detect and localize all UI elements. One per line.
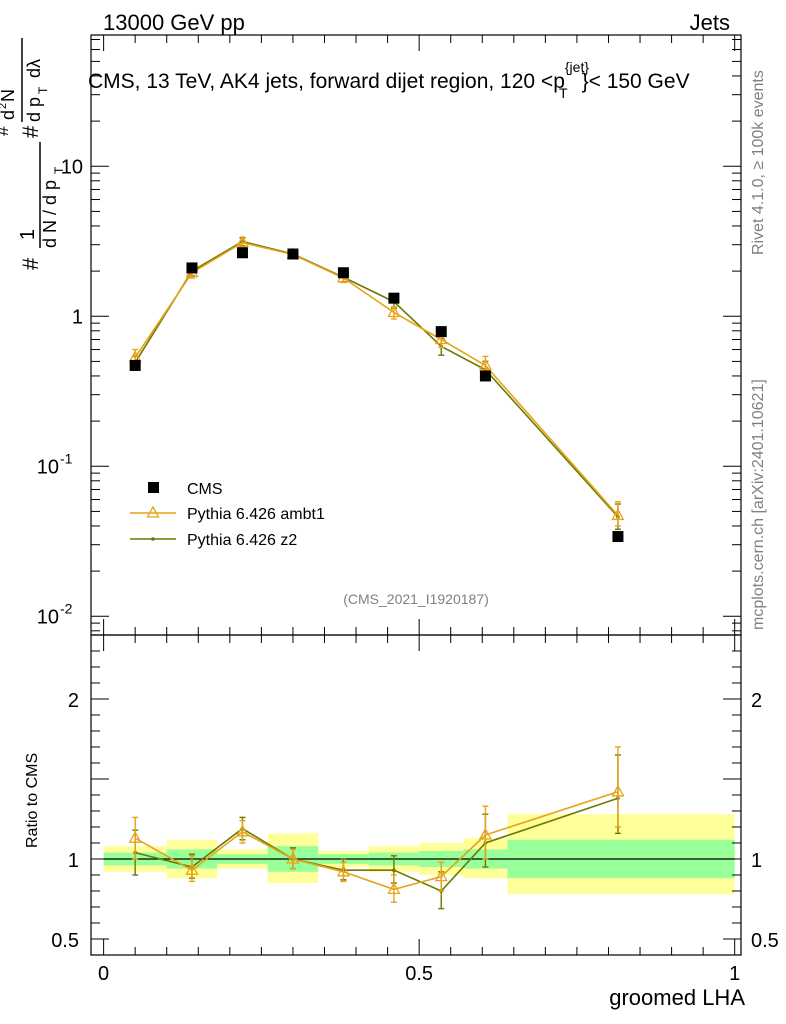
x-tick-label: 0 xyxy=(98,963,109,985)
x-axis-label: groomed LHA xyxy=(609,985,745,1010)
main-ambt1-point xyxy=(611,508,625,521)
ratio-ambt1-point xyxy=(611,784,625,797)
header-left-title: 13000 GeV pp xyxy=(103,10,245,35)
legend-z2-marker xyxy=(151,537,155,541)
cms-data-point xyxy=(129,359,141,371)
ratio-y-tick-label: 2 xyxy=(68,690,79,712)
legend-label-0: CMS xyxy=(187,481,223,498)
main-ylabel-hash2: # xyxy=(18,125,43,138)
cms-data-point xyxy=(236,247,248,259)
ratio-ambt1-point xyxy=(434,869,448,882)
plot-title: CMS, 13 TeV, AK4 jets, forward dijet reg… xyxy=(88,59,690,101)
y-tick-label: 1 xyxy=(72,306,83,328)
y-tick-label: 10 xyxy=(61,156,83,178)
cms-data-point xyxy=(337,267,349,279)
main-ylabel-num-sup: 2 xyxy=(0,103,9,109)
ratio-ambt1-point xyxy=(336,864,351,877)
main-ambt1-point xyxy=(434,332,448,345)
ratio-y-tick-label-right: 1 xyxy=(751,850,762,872)
legend-cms-marker xyxy=(148,482,159,493)
ratio-ambt1-point xyxy=(128,830,142,843)
legend-ambt1-marker xyxy=(146,505,160,518)
main-ylabel: # 1 d N / d p T # d 2 N d p T dλ # xyxy=(0,38,66,270)
rivet-version-label: Rivet 4.1.0, ≥ 100k events xyxy=(750,70,767,255)
cms-data-point xyxy=(479,370,491,382)
cms-data-point xyxy=(287,248,299,260)
legend-label-2: Pythia 6.426 z2 xyxy=(187,532,297,549)
plot-title-main: CMS, 13 TeV, AK4 jets, forward dijet reg… xyxy=(88,70,565,93)
ratio-ambt1-point xyxy=(387,882,401,895)
ratio-y-tick-label: 0.5 xyxy=(51,930,79,952)
header-right-title: Jets xyxy=(690,10,730,35)
y-tick-label: 10 xyxy=(37,606,59,628)
main-ambt1-point xyxy=(478,358,493,371)
cms-data-point xyxy=(186,262,198,274)
ratio-ambt1-point xyxy=(235,824,250,837)
plot-title-sup: {jet} xyxy=(565,59,589,75)
ratio-frame xyxy=(90,634,742,956)
legend: CMS Pythia 6.426 ambt1 Pythia 6.426 z2 xyxy=(130,481,325,549)
legend-label-1: Pythia 6.426 ambt1 xyxy=(187,506,325,523)
x-tick-label: 1 xyxy=(729,963,740,985)
main-ylabel-den2: d p xyxy=(24,97,44,122)
ratio-y-tick-label-right: 2 xyxy=(751,690,762,712)
ratio-y-tick-label: 1 xyxy=(68,850,79,872)
main-ylabel-one: 1 xyxy=(17,229,39,240)
main-ylabel-den: d N / d p xyxy=(40,180,60,248)
y-tick-exponent: -2 xyxy=(60,600,73,616)
ratio-ambt1-point xyxy=(478,827,493,840)
main-ylabel-den2-lambda: dλ xyxy=(24,59,44,78)
cms-data-point xyxy=(435,326,447,338)
main-ambt1-line xyxy=(134,241,619,516)
plot-title-end: }< 150 GeV xyxy=(582,70,690,93)
main-ylabel-num-n: N xyxy=(0,89,18,102)
y-tick-exponent: -1 xyxy=(60,450,73,466)
ratio-z2-point xyxy=(392,868,396,872)
main-ylabel-hash1: # xyxy=(18,257,43,270)
main-ambt1-point xyxy=(235,235,250,248)
main-ylabel-den2-sub: T xyxy=(36,86,50,94)
data-series xyxy=(128,235,625,910)
ratio-ambt1-point xyxy=(286,851,300,864)
y-tick-label: 10 xyxy=(37,456,59,478)
analysis-ref-label: (CMS_2021_I1920187) xyxy=(343,591,489,607)
ratio-ylabel: Ratio to CMS xyxy=(24,753,41,848)
cms-data-point xyxy=(388,292,400,304)
mcplots-label: mcplots.cern.ch [arXiv:2401.10621] xyxy=(750,379,767,630)
main-ylabel-den-sub: T xyxy=(52,166,66,174)
cms-data-point xyxy=(612,531,624,543)
main-ylabel-num: d xyxy=(0,110,18,120)
plot-title-sub: T xyxy=(559,85,568,101)
main-ylabel-hash3: # xyxy=(0,126,12,136)
axis-ticks xyxy=(91,35,741,956)
main-ambt1-point xyxy=(387,305,401,318)
main-z2-line xyxy=(134,240,619,518)
ratio-ambt1-point xyxy=(185,862,199,875)
x-tick-label: 0.5 xyxy=(405,963,433,985)
ratio-y-tick-label-right: 0.5 xyxy=(751,930,779,952)
